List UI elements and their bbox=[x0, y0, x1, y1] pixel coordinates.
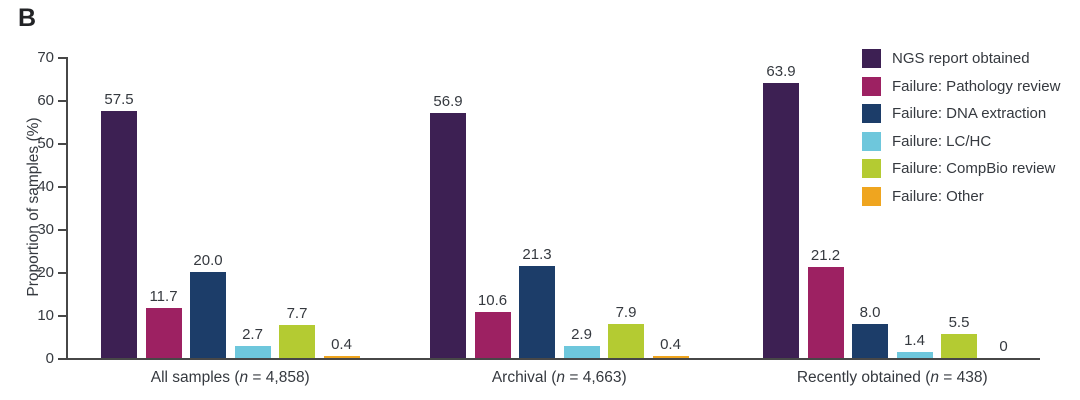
x-axis-line bbox=[66, 358, 1040, 360]
y-axis-tick bbox=[58, 229, 66, 231]
y-axis-tick bbox=[58, 186, 66, 188]
legend-swatch bbox=[862, 49, 881, 68]
legend-label: Failure: LC/HC bbox=[892, 132, 992, 150]
bar-value-label: 8.0 bbox=[859, 304, 881, 321]
bar bbox=[474, 312, 511, 358]
x-category-label: All samples (n = 4,858) bbox=[100, 369, 360, 387]
legend-swatch bbox=[862, 76, 881, 96]
bar-value-label: 10.6 bbox=[477, 292, 508, 309]
bar bbox=[190, 272, 226, 358]
category-label-suffix: = 4,663) bbox=[565, 369, 627, 386]
bar-value-label: 2.9 bbox=[571, 326, 592, 343]
category-label-prefix: Recently obtained ( bbox=[796, 369, 931, 386]
legend-item: Failure: Other bbox=[862, 186, 1060, 206]
y-tick-label: 50 bbox=[37, 135, 54, 152]
bar-value-label: 2.7 bbox=[242, 326, 263, 343]
bar bbox=[763, 83, 799, 358]
category-label-prefix: All samples ( bbox=[150, 369, 240, 386]
bar-value-label: 0.4 bbox=[660, 336, 681, 353]
y-tick-label: 10 bbox=[37, 307, 54, 324]
y-tick-label: 0 bbox=[45, 350, 54, 367]
legend-item: Failure: LC/HC bbox=[862, 131, 1060, 151]
y-axis-tick bbox=[58, 100, 66, 102]
y-tick-label: 20 bbox=[37, 264, 54, 281]
y-axis-tick bbox=[58, 315, 66, 317]
category-label-suffix: = 4,858) bbox=[248, 369, 310, 386]
legend-label: NGS report obtained bbox=[892, 50, 1030, 67]
bar bbox=[807, 267, 844, 358]
bar-value-label: 21.3 bbox=[522, 246, 552, 263]
y-axis-tick bbox=[58, 358, 66, 360]
y-axis-tick bbox=[58, 143, 66, 145]
bar bbox=[430, 113, 466, 358]
y-tick-label: 30 bbox=[37, 221, 54, 238]
category-label-suffix: = 438) bbox=[939, 369, 988, 386]
legend-swatch bbox=[862, 159, 881, 178]
y-tick-label: 70 bbox=[37, 49, 54, 66]
legend-label: Failure: CompBio review bbox=[892, 160, 1056, 177]
y-tick-label: 60 bbox=[37, 92, 54, 109]
bar bbox=[652, 356, 689, 358]
legend-item: Failure: CompBio review bbox=[862, 159, 1060, 178]
bar-value-label: 7.9 bbox=[615, 304, 637, 321]
x-category-label: Recently obtained (n = 438) bbox=[762, 369, 1022, 387]
bar-value-label: 7.7 bbox=[286, 305, 308, 322]
bar-value-label: 21.2 bbox=[810, 247, 841, 264]
y-axis-tick bbox=[58, 57, 66, 59]
bar-value-label: 56.9 bbox=[433, 93, 463, 110]
bar bbox=[519, 266, 555, 358]
y-tick-label: 40 bbox=[37, 178, 54, 195]
legend: NGS report obtained Failure: Pathology re… bbox=[862, 49, 1060, 214]
category-label-n-symbol: n bbox=[239, 369, 249, 386]
bar bbox=[145, 308, 182, 358]
bar-value-label: 0.4 bbox=[331, 336, 352, 353]
bar bbox=[234, 346, 271, 358]
bar bbox=[608, 324, 644, 358]
bar-value-label: 0 bbox=[999, 338, 1008, 355]
category-label-n-symbol: n bbox=[930, 369, 939, 386]
legend-swatch bbox=[862, 104, 881, 123]
legend-label: Failure: Pathology review bbox=[892, 77, 1061, 95]
bar bbox=[279, 325, 315, 358]
x-category-label: Archival (n = 4,663) bbox=[429, 369, 689, 387]
y-axis-line bbox=[66, 57, 68, 360]
bar-value-label: 63.9 bbox=[766, 63, 796, 80]
panel-label: B bbox=[18, 4, 37, 32]
bar-value-label: 57.5 bbox=[104, 91, 134, 108]
category-label-n-symbol: n bbox=[556, 369, 566, 386]
bar-value-label: 5.5 bbox=[948, 314, 970, 331]
bar-value-label: 11.7 bbox=[149, 288, 178, 305]
bar bbox=[852, 324, 888, 358]
legend-item: Failure: Pathology review bbox=[862, 76, 1061, 96]
legend-item: NGS report obtained bbox=[862, 49, 1060, 68]
legend-swatch bbox=[862, 186, 881, 206]
bar bbox=[941, 334, 977, 358]
bar bbox=[896, 352, 933, 358]
legend-label: Failure: DNA extraction bbox=[892, 105, 1047, 122]
y-axis-tick bbox=[58, 272, 66, 274]
legend-label: Failure: Other bbox=[892, 187, 984, 205]
bar-value-label: 1.4 bbox=[904, 332, 925, 349]
legend-swatch bbox=[862, 131, 881, 151]
category-label-prefix: Archival ( bbox=[491, 369, 557, 386]
bar bbox=[101, 111, 137, 358]
bar bbox=[323, 356, 360, 358]
legend-item: Failure: DNA extraction bbox=[862, 104, 1060, 123]
bar bbox=[563, 346, 600, 358]
bar-value-label: 20.0 bbox=[193, 252, 223, 269]
